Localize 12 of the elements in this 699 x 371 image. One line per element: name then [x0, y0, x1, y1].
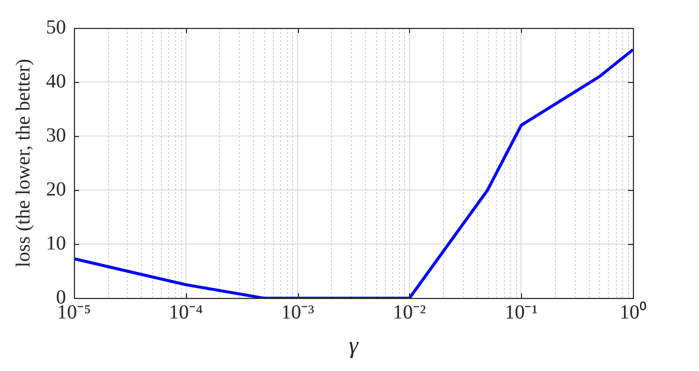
y-tick-label: 10 [46, 232, 66, 254]
y-tick-label: 40 [46, 70, 66, 92]
y-axis-title: loss (the lower, the better) [12, 58, 34, 268]
x-axis-title: γ [348, 332, 359, 359]
x-tick-label: 10⁻¹ [504, 301, 538, 324]
x-tick-label: 10⁻⁴ [168, 301, 203, 324]
y-tick-label: 50 [46, 16, 66, 38]
y-tick-label: 20 [46, 178, 66, 200]
x-tick-label: 10⁰ [620, 300, 646, 324]
x-tick-label: 10⁻³ [281, 301, 314, 324]
x-tick-label: 10⁻² [392, 301, 426, 324]
y-tick-label: 30 [46, 124, 66, 146]
